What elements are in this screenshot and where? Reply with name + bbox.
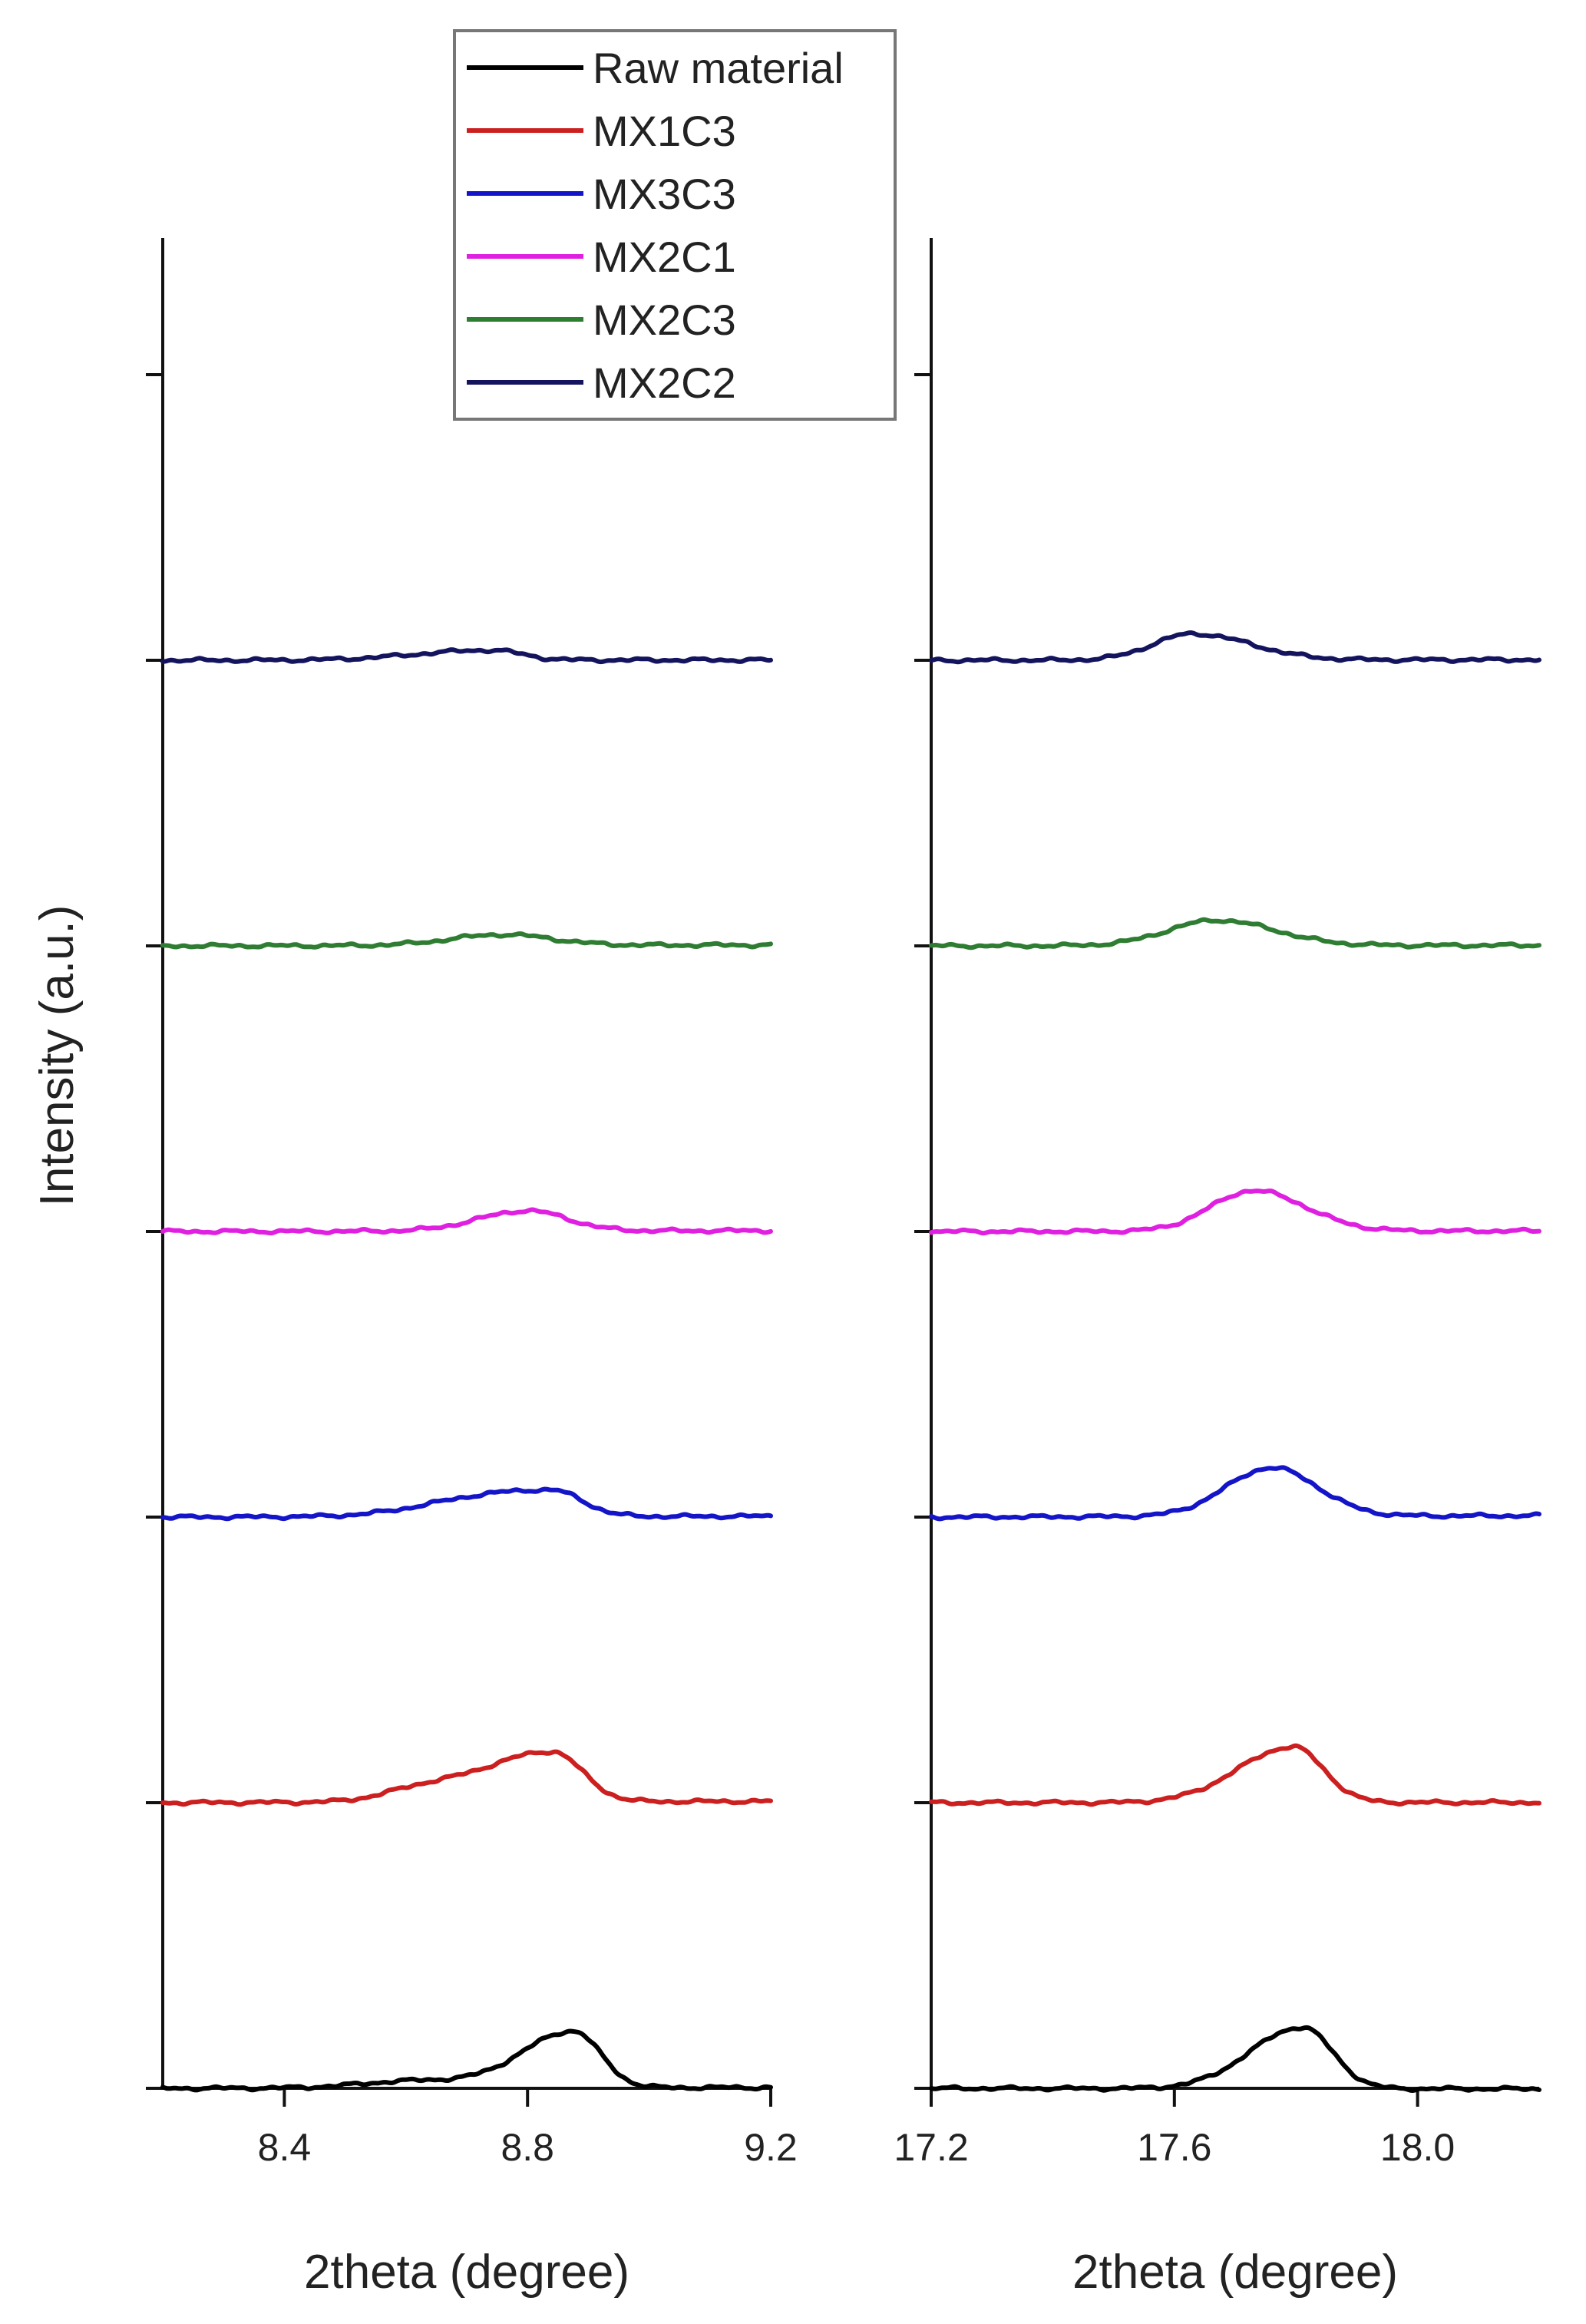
series-line-mx3c3 <box>929 1465 1541 1522</box>
y-axis-title: Intensity (a.u.) <box>31 905 84 1207</box>
legend-label-mx2c3: MX2C3 <box>593 296 736 344</box>
series-line-mx2c1 <box>160 1207 773 1236</box>
legend-label-mx2c1: MX2C1 <box>593 233 736 281</box>
x-tick-label: 17.2 <box>894 2126 968 2169</box>
x-tick-label: 9.2 <box>744 2126 798 2169</box>
legend-label-mx3c3: MX3C3 <box>593 170 736 218</box>
series-line-mx1c3 <box>160 1749 773 1807</box>
legend-box <box>453 29 897 421</box>
legend-label-raw-material: Raw material <box>593 44 844 92</box>
series-line-mx2c1 <box>929 1188 1541 1236</box>
x-tick-label: 18.0 <box>1380 2126 1455 2169</box>
series-line-mx2c2 <box>160 647 773 665</box>
panel-2: 17.2 17.6 18.0 2theta (degree) <box>894 238 1541 2299</box>
x-tick-label: 17.6 <box>1137 2126 1211 2169</box>
series-line-mx2c3 <box>160 931 773 950</box>
series-line-mx2c2 <box>929 630 1541 665</box>
series-line-mx3c3 <box>160 1486 773 1522</box>
series-line-mx1c3 <box>929 1743 1541 1807</box>
legend-label-mx2c2: MX2C2 <box>593 359 736 407</box>
x-axis-title: 2theta (degree) <box>304 2246 629 2299</box>
x-axis-title: 2theta (degree) <box>1072 2246 1398 2299</box>
series-line-mx2c3 <box>929 917 1541 950</box>
legend-label-mx1c3: MX1C3 <box>593 107 736 155</box>
x-tick-label: 8.4 <box>258 2126 312 2169</box>
legend: Raw material MX1C3 MX3C3 MX2C1 MX2C3 MX2C2 <box>453 29 897 421</box>
x-tick-label: 8.8 <box>501 2126 554 2169</box>
panel-1: 8.4 8.8 9.2 2theta (degree) <box>146 238 798 2299</box>
series-line-raw-material <box>929 2025 1541 2093</box>
series-line-raw-material <box>160 2028 773 2093</box>
